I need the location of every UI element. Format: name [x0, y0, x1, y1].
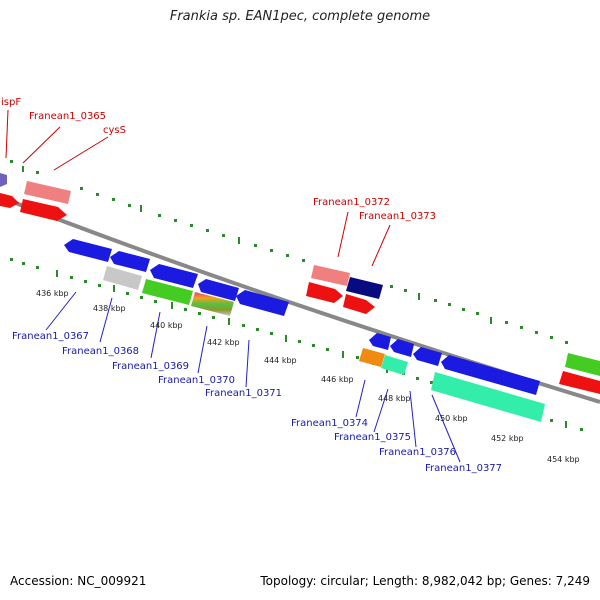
reverse-leader-lines: [45, 291, 461, 463]
gene-Franean1_0375-blue[interactable]: [413, 347, 442, 366]
gene-blue-2[interactable]: [110, 251, 150, 272]
gene-blue-1[interactable]: [64, 239, 112, 262]
gene-red-mid[interactable]: [306, 282, 343, 303]
gene-blue-5[interactable]: [236, 290, 289, 316]
gene-red-right[interactable]: [559, 371, 600, 394]
scale-label: 452 kbp: [491, 434, 524, 443]
label-cysS: cysS: [103, 125, 126, 136]
label-ispF: ispF: [1, 97, 21, 108]
scale-label: 448 kbp: [378, 394, 411, 403]
gene-Franean1_0376[interactable]: [381, 355, 408, 375]
reverse-strand-genes: [64, 239, 545, 422]
scale-label: 450 kbp: [435, 414, 468, 423]
gene-blue-3[interactable]: [150, 264, 198, 288]
label-Franean1_0374: Franean1_0374: [291, 418, 368, 429]
label-Franean1_0367: Franean1_0367: [12, 331, 89, 342]
gene-Franean1_0372[interactable]: [311, 265, 350, 286]
label-Franean1_0368: Franean1_0368: [62, 346, 139, 357]
gene-Franean1_0377-blue[interactable]: [441, 355, 540, 395]
gene-Franean1_0365[interactable]: [24, 181, 71, 204]
accession-text: Accession: NC_009921: [10, 574, 147, 588]
outer-tick-track: [10, 160, 568, 344]
forward-gene-labels: ispF Franean1_0365 cysS Franean1_0372 Fr…: [1, 97, 436, 222]
map-title: Frankia sp. EAN1pec, complete genome: [169, 9, 431, 24]
gene-Franean1_0370[interactable]: [191, 292, 234, 316]
forward-leader-lines: [5, 109, 391, 267]
gene-ispF[interactable]: [0, 173, 7, 187]
label-Franean1_0372: Franean1_0372: [313, 197, 390, 208]
gene-Franean1_0369[interactable]: [142, 279, 193, 305]
label-Franean1_0371: Franean1_0371: [205, 388, 282, 399]
label-Franean1_0376: Franean1_0376: [379, 447, 456, 458]
gene-green-right[interactable]: [565, 353, 600, 376]
label-Franean1_0375: Franean1_0375: [334, 432, 411, 443]
genome-backbone: [0, 194, 600, 404]
scale-label: 438 kbp: [93, 304, 126, 313]
label-Franean1_0377: Franean1_0377: [425, 463, 502, 474]
gene-Franean1_0374-b[interactable]: [390, 339, 414, 357]
scale-label: 446 kbp: [321, 375, 354, 384]
label-Franean1_0365: Franean1_0365: [29, 111, 106, 122]
label-Franean1_0370: Franean1_0370: [158, 375, 235, 386]
genome-summary-text: Topology: circular; Length: 8,982,042 bp…: [260, 574, 590, 588]
scale-label: 454 kbp: [547, 455, 580, 464]
forward-strand-genes: [0, 173, 600, 394]
scale-label: 440 kbp: [150, 321, 183, 330]
gene-Franean1_0373[interactable]: [346, 277, 383, 299]
scale-label: 436 kbp: [36, 289, 69, 298]
gene-Franean1_0374[interactable]: [359, 348, 385, 367]
gene-red-left[interactable]: [0, 193, 19, 208]
gene-Franean1_0377[interactable]: [431, 372, 545, 422]
label-Franean1_0369: Franean1_0369: [112, 361, 189, 372]
gene-cysS[interactable]: [20, 199, 67, 221]
label-Franean1_0373: Franean1_0373: [359, 211, 436, 222]
reverse-gene-labels: Franean1_0367 Franean1_0368 Franean1_036…: [12, 331, 502, 474]
gene-red-mid2[interactable]: [343, 294, 375, 314]
gene-blue-4[interactable]: [198, 279, 239, 301]
gene-Franean1_0368[interactable]: [103, 266, 142, 290]
scale-label: 444 kbp: [264, 356, 297, 365]
scale-label: 442 kbp: [207, 338, 240, 347]
scale-labels: 436 kbp 438 kbp 440 kbp 442 kbp 444 kbp …: [36, 289, 580, 464]
gene-Franean1_0374-a[interactable]: [369, 333, 391, 350]
